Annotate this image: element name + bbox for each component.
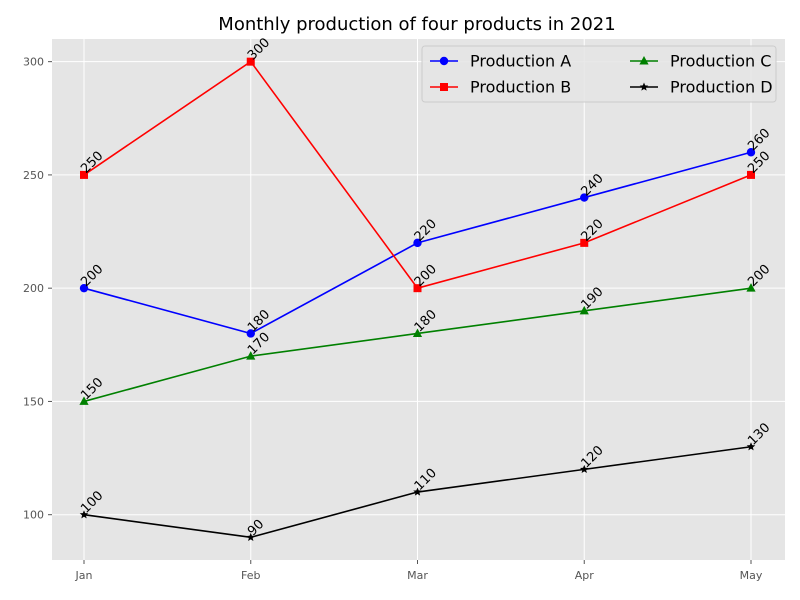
- data-point: [746, 148, 756, 157]
- data-point: [746, 283, 756, 292]
- data-point: [246, 532, 256, 541]
- data-point: [580, 193, 589, 202]
- y-tick-label: 250: [23, 169, 44, 182]
- x-tick-label: Apr: [575, 569, 595, 582]
- data-point: [747, 170, 755, 179]
- legend-label: Production B: [470, 78, 571, 97]
- data-point: [79, 396, 89, 405]
- legend-marker: [440, 83, 448, 91]
- legend-marker: [639, 82, 649, 91]
- data-point: [413, 238, 422, 248]
- data-point: [579, 464, 589, 474]
- legend: Production A Production B Production C Prod…: [421, 45, 777, 103]
- y-tick-label: 200: [23, 282, 44, 295]
- series-production-b: [80, 57, 755, 293]
- chart-title: Monthly production of four products in 2…: [218, 14, 615, 35]
- series-production-c: [79, 283, 756, 405]
- data-point: [79, 283, 89, 293]
- legend-marker: [439, 56, 449, 66]
- data-point: [246, 329, 255, 338]
- legend-label: Production A: [470, 52, 571, 71]
- legend-item: Production A: [430, 52, 571, 71]
- legend-item: Production C: [630, 52, 771, 71]
- legend-box: [421, 45, 777, 103]
- y-tick-label: 150: [23, 395, 44, 408]
- series-group: [79, 57, 756, 541]
- x-tick-label: May: [740, 569, 763, 582]
- legend-marker: [639, 56, 649, 65]
- data-point: [246, 57, 255, 66]
- x-tick-label: Mar: [407, 569, 428, 582]
- y-tick-label: 300: [23, 56, 44, 69]
- data-point: [580, 238, 589, 247]
- axis-ticks: 100 150 200 250 300 Jan Feb Mar Apr May: [23, 56, 763, 582]
- series-production-d: [79, 442, 756, 541]
- x-tick-label: Feb: [241, 569, 260, 582]
- legend-label: Production C: [670, 52, 771, 71]
- x-tick-label: Jan: [75, 569, 93, 582]
- legend-item: Production D: [630, 78, 773, 97]
- data-point: [80, 170, 88, 179]
- data-point: [746, 442, 756, 451]
- data-point: [413, 487, 422, 496]
- data-point: [413, 284, 422, 293]
- legend-label: Production D: [670, 78, 773, 97]
- data-point: [246, 351, 256, 360]
- y-tick-label: 100: [23, 509, 44, 522]
- series-production-a: [79, 148, 756, 338]
- data-point: [412, 328, 423, 337]
- data-point: [579, 305, 589, 315]
- data-point: [79, 510, 89, 519]
- legend-item: Production B: [430, 78, 571, 97]
